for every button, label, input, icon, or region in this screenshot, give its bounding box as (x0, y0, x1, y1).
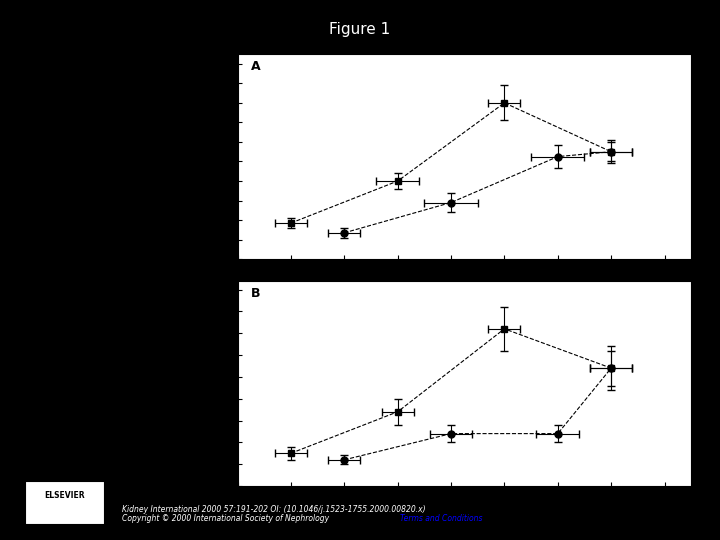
Text: Terms and Conditions: Terms and Conditions (400, 514, 482, 523)
Text: B: B (251, 287, 261, 300)
Y-axis label: Urine flow
μL/min/g kidney wet weight: Urine flow μL/min/g kidney wet weight (187, 89, 209, 224)
Text: A: A (251, 60, 261, 73)
Text: ELSEVIER: ELSEVIER (45, 491, 85, 500)
X-axis label: Renal perfusion pressure, mm Hg: Renal perfusion pressure, mm Hg (382, 507, 546, 516)
Text: Kidney International 2000 57:191-202 OI: (10.1046/j.1523-1755.2000.00820.x): Kidney International 2000 57:191-202 OI:… (122, 505, 426, 514)
Text: Copyright © 2000 International Society of Nephrology: Copyright © 2000 International Society o… (122, 514, 332, 523)
Y-axis label: Sodium Excretion
μmol/min/g kidney wet weight: Sodium Excretion μmol/min/g kidney wet w… (193, 309, 215, 457)
Text: Figure 1: Figure 1 (329, 22, 391, 37)
